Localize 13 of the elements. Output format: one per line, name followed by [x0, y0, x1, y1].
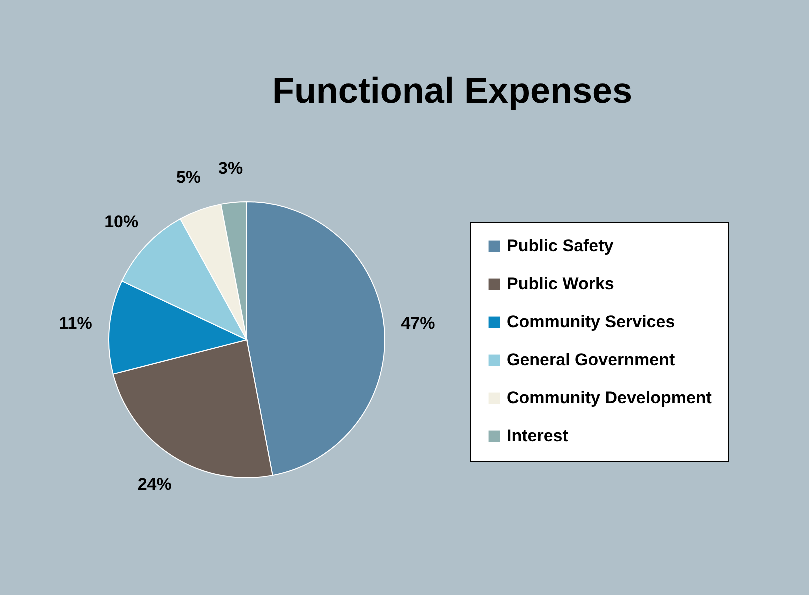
data-label: 24%: [138, 475, 172, 494]
legend-label: Public Safety: [507, 236, 614, 256]
legend-label: General Government: [507, 350, 676, 370]
data-label: 10%: [104, 212, 139, 232]
data-label: 5%: [176, 168, 202, 188]
data-label: 47%: [401, 314, 436, 333]
legend-label: Community Services: [507, 312, 676, 332]
legend-label: Public Works: [507, 274, 614, 294]
legend-label: Interest: [507, 426, 569, 446]
legend-label: Community Development: [507, 388, 712, 408]
chart-title: Functional Expenses: [272, 70, 633, 111]
data-label: 3%: [218, 158, 244, 178]
data-label: 11%: [59, 314, 92, 333]
